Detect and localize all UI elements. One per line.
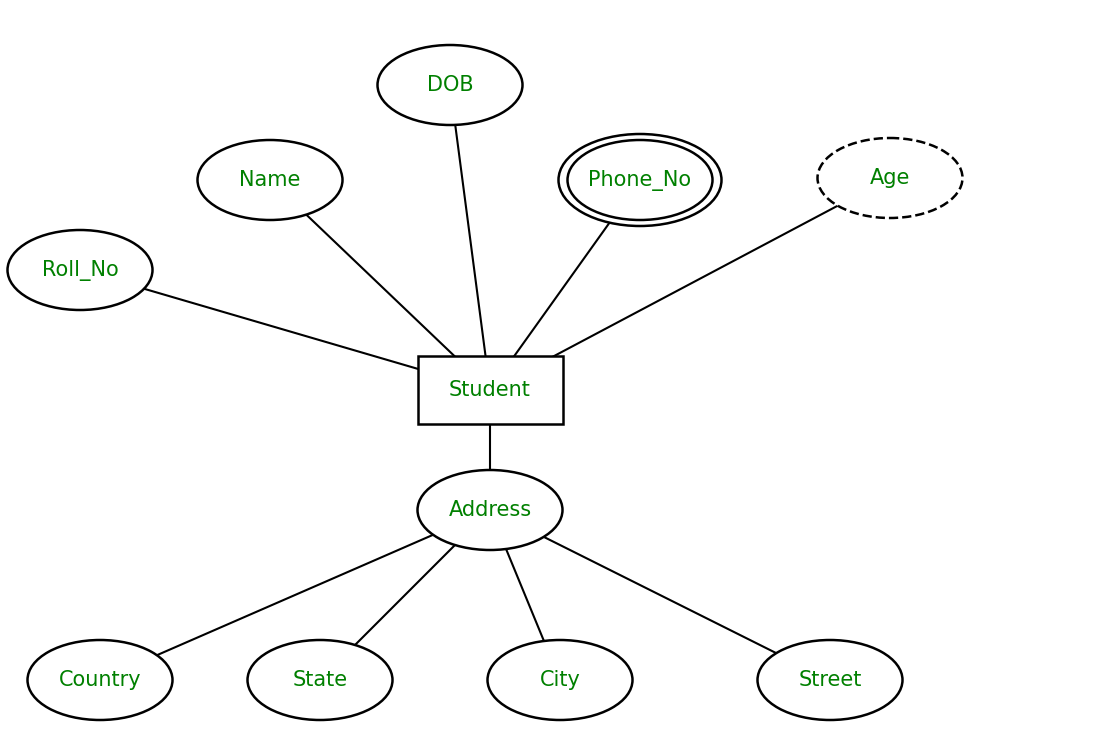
Text: Name: Name xyxy=(239,170,300,190)
Text: Address: Address xyxy=(448,500,532,520)
Text: Student: Student xyxy=(449,380,530,400)
Text: Phone_No: Phone_No xyxy=(588,169,692,191)
Ellipse shape xyxy=(198,140,342,220)
Text: State: State xyxy=(292,670,348,690)
Ellipse shape xyxy=(28,640,172,720)
Ellipse shape xyxy=(8,230,152,310)
Text: Roll_No: Roll_No xyxy=(41,260,118,281)
Text: DOB: DOB xyxy=(427,75,474,95)
Ellipse shape xyxy=(567,140,713,220)
Ellipse shape xyxy=(487,640,633,720)
Ellipse shape xyxy=(757,640,903,720)
Text: Age: Age xyxy=(870,168,911,188)
Ellipse shape xyxy=(558,134,722,226)
Ellipse shape xyxy=(248,640,393,720)
Ellipse shape xyxy=(417,470,563,550)
Ellipse shape xyxy=(817,138,963,218)
Text: Country: Country xyxy=(59,670,141,690)
Text: Street: Street xyxy=(798,670,862,690)
Ellipse shape xyxy=(377,45,523,125)
FancyBboxPatch shape xyxy=(417,356,563,424)
Text: City: City xyxy=(539,670,580,690)
